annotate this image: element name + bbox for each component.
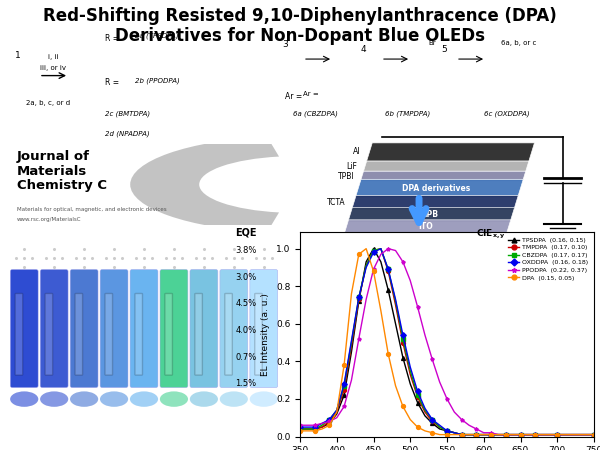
Text: i, ii: i, ii <box>47 54 58 60</box>
FancyBboxPatch shape <box>250 270 278 387</box>
Text: TPBI: TPBI <box>338 172 354 181</box>
FancyBboxPatch shape <box>100 270 128 387</box>
FancyBboxPatch shape <box>130 270 158 387</box>
FancyBboxPatch shape <box>195 293 202 375</box>
Text: 5: 5 <box>441 45 447 54</box>
Ellipse shape <box>250 392 278 407</box>
Ellipse shape <box>100 392 128 407</box>
Text: Al: Al <box>353 148 361 157</box>
Text: Derivatives for Non-Dopant Blue OLEDs: Derivatives for Non-Dopant Blue OLEDs <box>115 27 485 45</box>
Text: TCTA: TCTA <box>327 198 346 207</box>
FancyBboxPatch shape <box>45 293 53 375</box>
Text: 6c (OXDDPA): 6c (OXDDPA) <box>484 111 530 117</box>
Text: 4.0%: 4.0% <box>235 326 256 335</box>
Text: 2b (PPODPA): 2b (PPODPA) <box>135 78 180 84</box>
Text: Red-Shifting Resisted 9,10-Diphenylanthracence (DPA): Red-Shifting Resisted 9,10-Diphenylanthr… <box>43 7 557 25</box>
Text: DPA derivatives: DPA derivatives <box>403 184 470 193</box>
Ellipse shape <box>70 392 98 407</box>
FancyBboxPatch shape <box>15 293 23 375</box>
FancyBboxPatch shape <box>10 270 38 387</box>
FancyBboxPatch shape <box>160 270 188 387</box>
Text: NPB: NPB <box>420 210 438 219</box>
Text: 2d (NPADPA): 2d (NPADPA) <box>105 131 149 137</box>
FancyBboxPatch shape <box>225 293 232 375</box>
Text: www.rsc.org/MaterialsC: www.rsc.org/MaterialsC <box>17 217 82 222</box>
FancyBboxPatch shape <box>105 293 113 375</box>
Text: 3.0%: 3.0% <box>235 273 257 282</box>
Ellipse shape <box>190 392 218 407</box>
FancyBboxPatch shape <box>255 293 262 375</box>
FancyBboxPatch shape <box>40 270 68 387</box>
Polygon shape <box>361 171 526 181</box>
Text: 6a (CBZDPA): 6a (CBZDPA) <box>293 111 337 117</box>
Ellipse shape <box>130 392 158 407</box>
Text: Ar =: Ar = <box>285 92 302 101</box>
FancyBboxPatch shape <box>220 270 248 387</box>
Text: Journal of
Materials
Chemistry C: Journal of Materials Chemistry C <box>17 150 107 193</box>
Ellipse shape <box>40 392 68 407</box>
Ellipse shape <box>220 392 248 407</box>
Ellipse shape <box>10 392 38 407</box>
Text: 4.5%: 4.5% <box>235 299 256 308</box>
Text: 2a, b, c, or d: 2a, b, c, or d <box>26 100 70 106</box>
Polygon shape <box>367 143 535 161</box>
Text: ITO: ITO <box>418 222 433 231</box>
Text: R =: R = <box>105 34 119 43</box>
Text: 1.5%: 1.5% <box>235 379 256 388</box>
Text: LiF: LiF <box>346 162 357 171</box>
FancyBboxPatch shape <box>70 270 98 387</box>
Text: 0.7%: 0.7% <box>235 352 257 361</box>
Text: R =: R = <box>105 78 119 87</box>
Text: Ar =: Ar = <box>303 91 319 97</box>
Text: $\mathbf{CIE_{x,y}}$: $\mathbf{CIE_{x,y}}$ <box>476 228 506 241</box>
Y-axis label: EL Intensity (a. u.): EL Intensity (a. u.) <box>262 292 271 376</box>
Text: iii, or iv: iii, or iv <box>40 65 66 71</box>
Text: 3: 3 <box>282 40 288 50</box>
FancyBboxPatch shape <box>165 293 172 375</box>
Polygon shape <box>348 208 515 222</box>
Polygon shape <box>344 220 511 234</box>
FancyBboxPatch shape <box>135 293 142 375</box>
Text: Materials for optical, magnetic, and electronic devices: Materials for optical, magnetic, and ele… <box>17 207 167 212</box>
Polygon shape <box>355 179 523 198</box>
Wedge shape <box>130 137 279 232</box>
FancyBboxPatch shape <box>75 293 83 375</box>
Text: 2c (BMTDPA): 2c (BMTDPA) <box>105 111 150 117</box>
Text: 4: 4 <box>360 45 366 54</box>
Text: 1: 1 <box>15 51 21 60</box>
Polygon shape <box>364 161 529 171</box>
Text: 6b (TMPDPA): 6b (TMPDPA) <box>385 111 431 117</box>
Polygon shape <box>352 195 518 210</box>
Ellipse shape <box>160 392 188 407</box>
Text: Br: Br <box>428 40 436 46</box>
Text: EQE: EQE <box>235 228 257 238</box>
Text: 2a (TPSDPA): 2a (TPSDPA) <box>135 32 179 39</box>
Text: 3.8%: 3.8% <box>235 246 257 255</box>
Text: 6a, b, or c: 6a, b, or c <box>502 40 536 46</box>
Legend: TPSDPA  (0.16, 0.15), TMPDPA  (0.17, 0.10), CBZDPA  (0.17, 0.17), OXDDPA  (0.16,: TPSDPA (0.16, 0.15), TMPDPA (0.17, 0.10)… <box>505 235 591 283</box>
FancyBboxPatch shape <box>190 270 218 387</box>
